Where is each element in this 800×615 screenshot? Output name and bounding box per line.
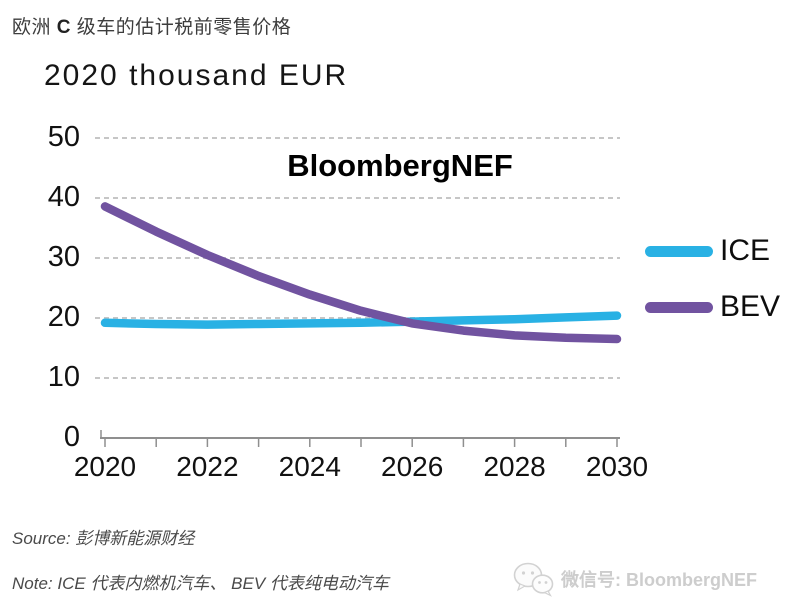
note-text: Note: ICE 代表内燃机汽车、 BEV 代表纯电动汽车 <box>12 574 389 593</box>
legend-label-ice: ICE <box>720 234 771 267</box>
page-title: 欧洲 C 级车的估计税前零售价格 <box>12 12 291 39</box>
wechat-id-text: 微信号: BloombergNEF <box>561 570 757 590</box>
y-tick-label: 30 <box>47 240 80 273</box>
y-tick-label: 10 <box>47 360 80 393</box>
y-tick-label: 50 <box>47 120 80 153</box>
bloombergnef-watermark: BloombergNEF <box>287 148 513 183</box>
wechat-icon <box>513 562 554 597</box>
page-title-highlight: C <box>56 17 72 38</box>
page-title-prefix: 欧洲 <box>12 17 57 38</box>
legend-label-bev: BEV <box>720 290 781 323</box>
chart-unit-label: 2020 thousand EUR <box>44 59 349 92</box>
source-text: Source: 彭博新能源财经 <box>12 529 195 548</box>
y-tick-label: 0 <box>63 420 80 453</box>
legend-swatch-bev <box>645 301 713 313</box>
x-tick-label: 2026 <box>381 451 444 482</box>
x-tick-label: 2022 <box>176 451 239 482</box>
page-title-suffix: 级车的估计税前零售价格 <box>71 17 292 38</box>
legend-item-bev: BEV <box>645 290 780 324</box>
wechat-watermark: 微信号: BloombergNEF <box>512 561 757 597</box>
x-tick-label: 2028 <box>483 451 546 482</box>
x-tick-label: 2020 <box>73 451 137 482</box>
y-tick-label: 20 <box>47 300 80 333</box>
legend-item-ice: ICE <box>645 234 770 268</box>
x-tick-label: 2030 <box>585 451 649 482</box>
y-tick-label: 40 <box>47 180 80 213</box>
legend-swatch-ice <box>645 245 713 257</box>
series-line-bev <box>100 202 622 344</box>
x-tick-label: 2024 <box>278 451 341 482</box>
series-line-ice <box>100 311 622 329</box>
